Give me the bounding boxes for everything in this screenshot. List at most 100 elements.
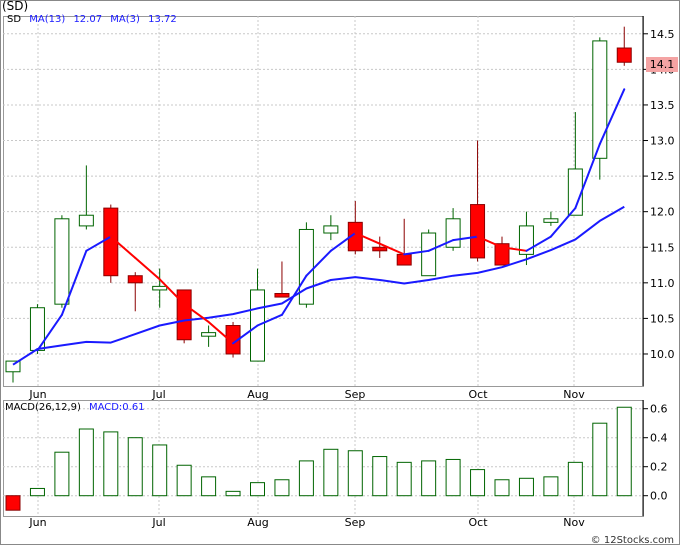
x-tick-label-macd: Jun: [28, 516, 46, 529]
macd-bar: [176, 464, 192, 497]
macd-bar: [127, 437, 143, 497]
macd-bar: [470, 469, 486, 497]
ma3-line-segment: [427, 239, 455, 252]
legend-ma3-value: 13.72: [148, 14, 177, 25]
legend-ma3-label: MA(3): [110, 14, 140, 25]
macd-value-label: MACD:0.61: [88, 402, 145, 413]
candle-body: [616, 47, 632, 63]
ma3-line-segment: [85, 235, 112, 252]
x-tick-label-price: Jul: [151, 388, 165, 401]
macd-bar: [5, 495, 21, 511]
price-tick-label: 11.5: [650, 241, 675, 254]
candle-body: [127, 275, 143, 284]
candle-body: [176, 289, 192, 341]
x-tick-label-price: Aug: [247, 388, 268, 401]
macd-bar: [250, 482, 265, 497]
ma3-line-segment: [476, 235, 503, 249]
macd-bar: [567, 461, 583, 497]
ma3-line-segment: [134, 256, 161, 281]
macd-bar: [494, 479, 510, 497]
macd-bar: [347, 450, 363, 497]
price-tick-label: 12.0: [650, 206, 675, 219]
macd-bar: [274, 479, 290, 497]
candle-body: [396, 253, 412, 266]
chart-title: (SD): [2, 0, 29, 13]
last-price-label: 14.1: [646, 57, 678, 72]
macd-bar: [152, 444, 168, 497]
ma3-line-segment: [60, 249, 88, 316]
x-tick-label-macd: Jul: [151, 516, 165, 529]
macd-bar: [616, 406, 632, 497]
price-tick-label: 12.5: [650, 170, 675, 183]
x-tick-label-macd: Aug: [247, 516, 268, 529]
price-tick-label: 10.5: [650, 312, 675, 325]
macd-bar: [396, 461, 412, 497]
ma3-line-segment: [574, 143, 601, 210]
ma3-line-segment: [109, 235, 137, 259]
candle-body: [78, 214, 94, 227]
macd-bar: [372, 456, 388, 497]
x-tick-label-price: Sep: [345, 388, 366, 401]
ma3-line-segment: [305, 249, 332, 277]
macd-tick-label: 0.6: [650, 403, 668, 416]
candle-body: [543, 218, 559, 223]
macd-bar: [54, 451, 70, 497]
macd-bar: [323, 448, 339, 497]
ma3-line-segment: [232, 324, 259, 345]
macd-bar: [298, 460, 314, 497]
macd-bar: [518, 477, 534, 497]
x-tick-label-macd: Nov: [563, 516, 585, 529]
ma3-line-segment: [256, 313, 283, 327]
price-tick-label: 13.0: [650, 135, 675, 148]
x-tick-label-price: Nov: [563, 388, 585, 401]
candle-body: [421, 232, 437, 277]
ma3-line-segment: [207, 320, 235, 345]
macd-bar: [592, 422, 608, 497]
macd-tick-label: 0.4: [650, 432, 668, 445]
price-panel-frame: [3, 16, 644, 387]
macd-bar: [445, 458, 461, 497]
macd-bar: [29, 487, 45, 497]
macd-legend: MACD(26,12,9) MACD:0.61: [5, 402, 145, 413]
price-tick-label: 13.5: [650, 99, 675, 112]
ma3-line-segment: [158, 278, 186, 306]
ma13-line: [12, 205, 625, 366]
candle-body: [470, 204, 486, 259]
candle-body: [372, 246, 388, 252]
candle-body: [298, 228, 314, 305]
ma3-line-segment: [403, 249, 430, 256]
candle-body: [225, 325, 241, 355]
ma3-line-segment: [501, 246, 528, 252]
candle-body: [274, 293, 290, 298]
x-tick-label-macd: Oct: [468, 516, 488, 529]
candle-body: [592, 40, 608, 159]
macd-bar: [103, 431, 119, 497]
macd-bar: [201, 476, 217, 497]
price-tick-label: 10.0: [650, 348, 675, 361]
candle-body: [518, 225, 534, 255]
macd-label: MACD(26,12,9): [5, 402, 81, 413]
credit-text: © 12Stocks.com: [590, 535, 674, 546]
ma3-line-segment: [525, 235, 552, 252]
candle-body: [201, 332, 217, 337]
ma3-line-segment: [183, 303, 210, 323]
ma3-line-segment: [598, 88, 626, 146]
candle-body: [494, 243, 510, 266]
ma3-line-segment: [280, 274, 308, 316]
ma3-line-segment: [354, 232, 381, 245]
ma3-line-segment: [36, 313, 63, 352]
price-legend: SD MA(13) 12.07 MA(3) 13.72: [7, 14, 182, 25]
macd-bar: [421, 460, 437, 497]
macd-tick-label: 0.2: [650, 461, 668, 474]
legend-ma13-label: MA(13): [29, 14, 66, 25]
ma3-line-segment: [452, 235, 479, 242]
price-tick-label: 14.5: [650, 28, 675, 41]
legend-symbol: SD: [7, 14, 22, 25]
macd-bar: [543, 476, 559, 497]
macd-tick-label: 0.0: [650, 490, 668, 503]
ma3-line-segment: [329, 232, 357, 252]
legend-ma13-value: 12.07: [73, 14, 103, 25]
macd-bar: [78, 428, 94, 497]
candle-body: [323, 225, 339, 234]
